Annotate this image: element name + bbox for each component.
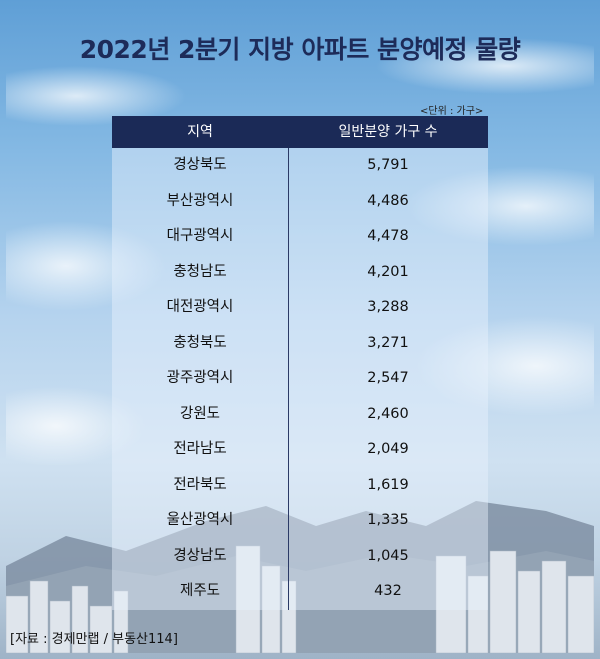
unit-note: <단위 : 가구> [420,106,484,117]
table-row: 경상북도 5,791 [112,148,488,183]
table-row: 충청남도 4,201 [112,255,488,290]
cloud [6,386,146,466]
table-row: 제주도 432 [112,574,488,609]
table-header: 지역 일반분양 가구 수 [112,116,488,148]
table-panel [112,116,488,610]
table-row: 충청북도 3,271 [112,326,488,361]
households-cell: 2,049 [367,441,409,457]
households-cell: 1,045 [367,547,409,564]
table-row: 전라남도 2,049 [112,432,488,467]
header-households: 일반분양 가구 수 [338,124,438,140]
table-row: 전라북도 1,619 [112,468,488,503]
region-cell: 충청북도 [173,334,227,351]
page-title: 2022년 2분기 지방 아파트 분양예정 물량 [79,35,521,64]
cloud [6,66,186,126]
region-cell: 대전광역시 [166,299,234,315]
households-cell: 2,547 [367,370,409,386]
region-cell: 경상남도 [173,547,227,564]
region-cell: 울산광역시 [166,512,234,528]
background-scenery [6,38,594,653]
header-region: 지역 [187,124,213,140]
cloud [406,166,594,246]
households-cell: 1,335 [367,512,409,528]
cloud [6,221,166,311]
city-skyline [6,545,594,653]
households-cell: 4,478 [367,228,409,244]
households-cell: 432 [374,583,402,599]
households-cell: 2,460 [367,405,409,422]
region-cell: 전라북도 [173,476,227,493]
source-note: [자료 : 경제만랩 / 부동산114] [10,632,178,647]
table-row: 강원도 2,460 [112,397,488,432]
region-cell: 강원도 [179,405,221,422]
background-frame [6,6,594,653]
region-cell: 충청남도 [173,263,227,280]
table-row: 대전광역시 3,288 [112,290,488,325]
region-cell: 경상북도 [173,157,227,173]
column-divider [288,148,289,610]
households-cell: 4,486 [367,192,409,209]
cloud [376,38,594,94]
table-row: 대구광역시 4,478 [112,219,488,254]
table-row: 광주광역시 2,547 [112,361,488,396]
table-row: 울산광역시 1,335 [112,503,488,538]
cloud [416,316,594,416]
households-cell: 1,619 [367,476,409,493]
region-cell: 제주도 [179,583,221,599]
households-cell: 4,201 [367,263,409,280]
region-cell: 광주광역시 [166,370,234,386]
households-cell: 3,288 [367,299,409,315]
region-cell: 대구광역시 [166,228,234,244]
region-cell: 전라남도 [173,441,227,457]
table-row: 경상남도 1,045 [112,539,488,574]
region-cell: 부산광역시 [166,192,234,209]
households-cell: 3,271 [367,334,409,351]
households-cell: 5,791 [367,157,409,173]
table-row: 부산광역시 4,486 [112,184,488,219]
